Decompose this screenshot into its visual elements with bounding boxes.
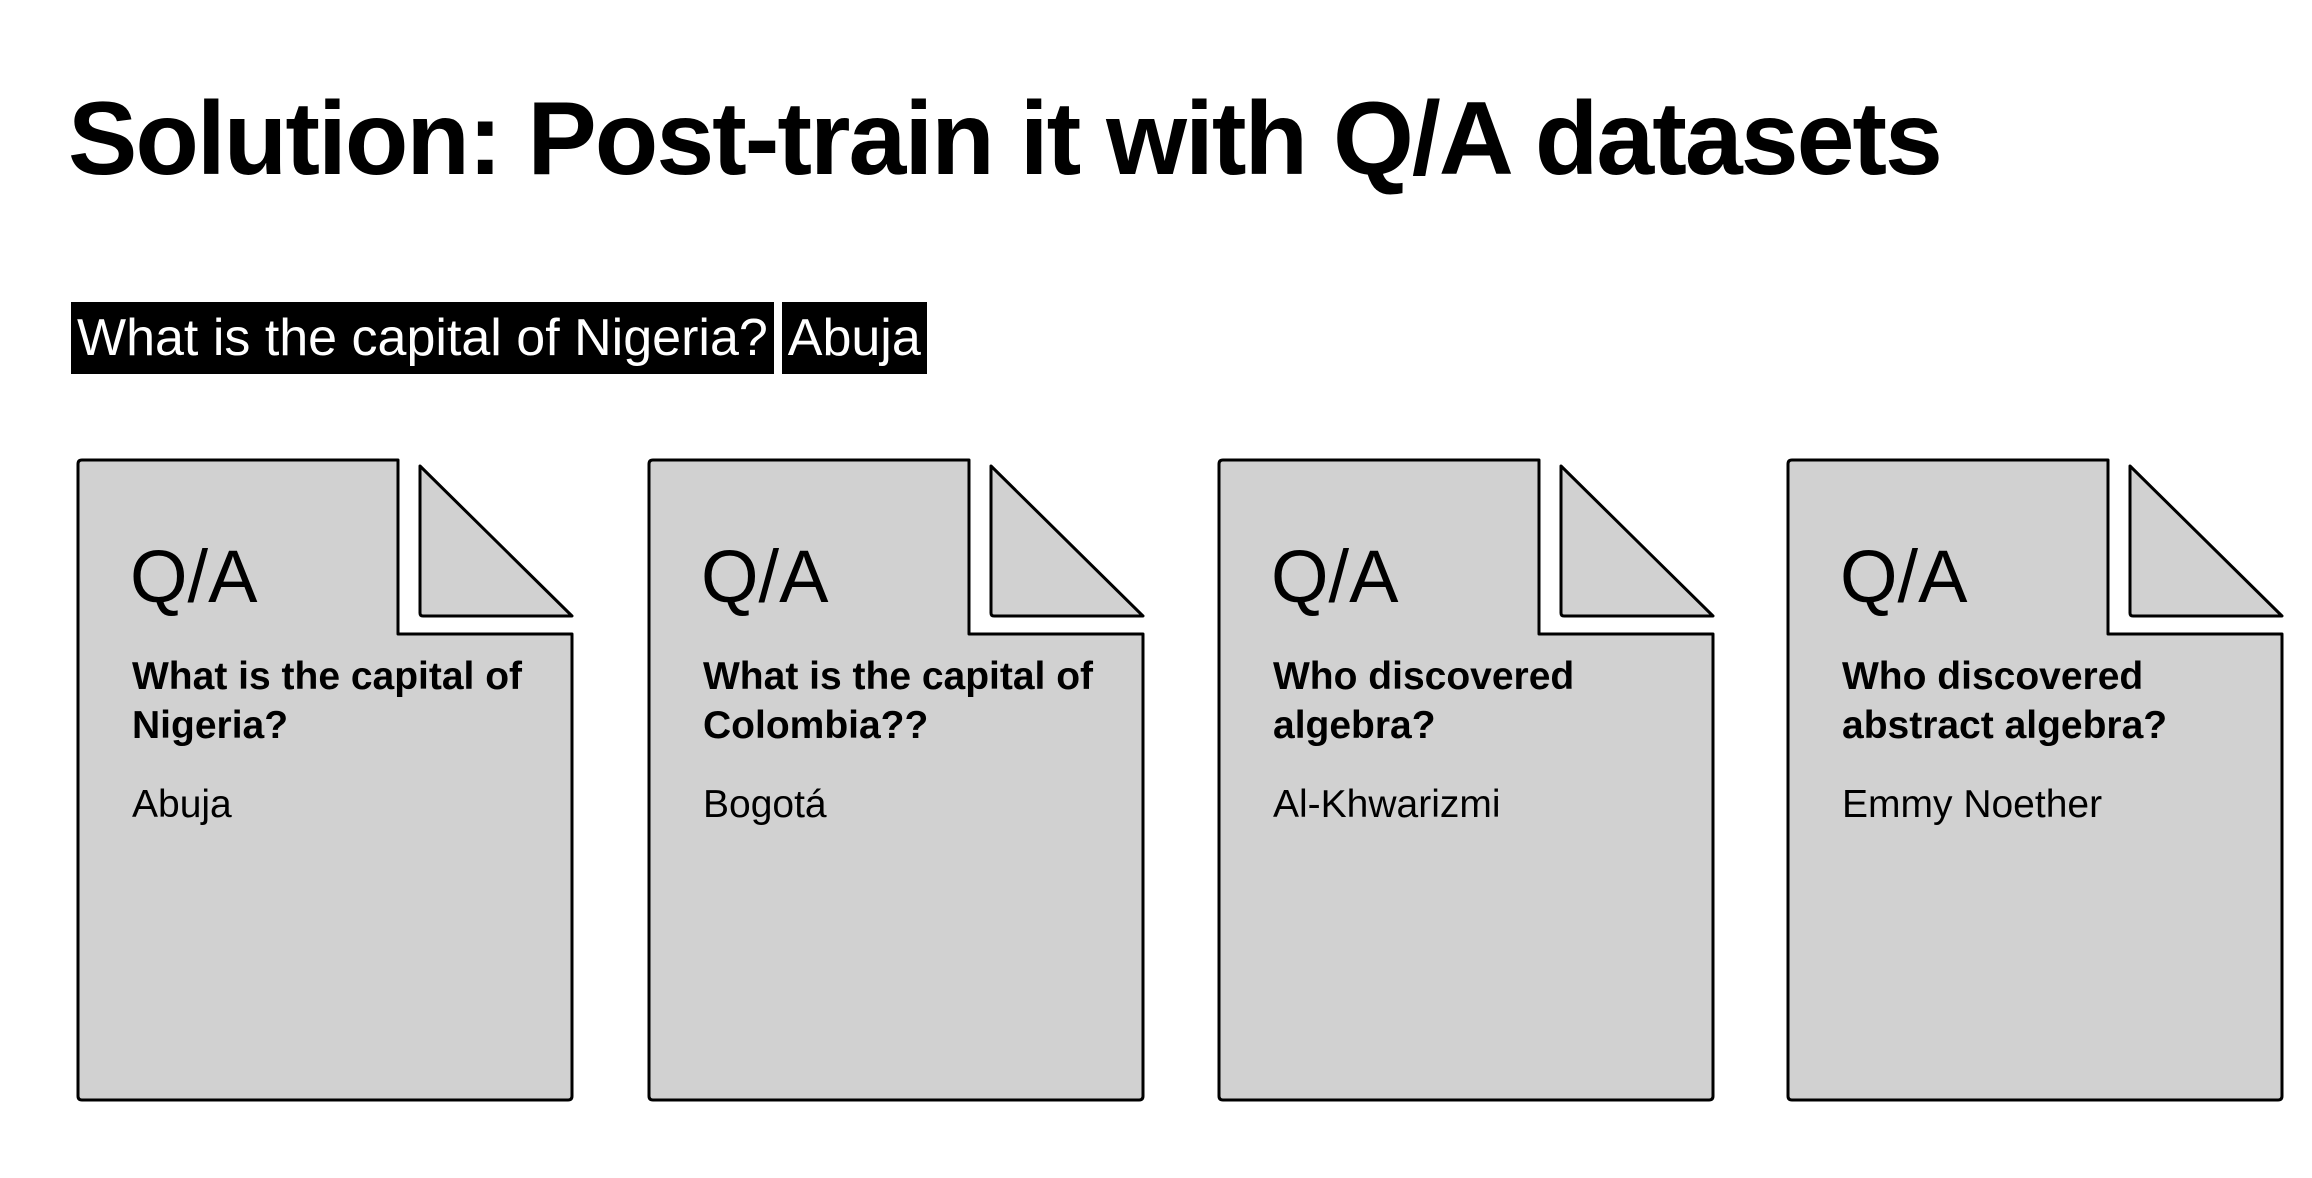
qa-document-1: Q/A What is the capital of Nigeria? Abuj…: [76, 458, 580, 1104]
example-answer: Abuja: [781, 302, 927, 374]
document-type-label: Q/A: [1840, 535, 1968, 618]
document-answer: Emmy Noether: [1842, 783, 2103, 826]
document-icon: [1786, 458, 2284, 1102]
document-question: What is the capital of Nigeria?: [132, 655, 523, 747]
document-type-label: Q/A: [130, 535, 258, 618]
document-type-label: Q/A: [1271, 535, 1399, 618]
document-icon: [76, 458, 574, 1102]
document-answer: Al-Khwarizmi: [1273, 783, 1501, 826]
document-icon: [647, 458, 1145, 1102]
example-question: What is the capital of Nigeria?: [71, 302, 774, 374]
document-answer: Bogotá: [703, 783, 827, 826]
slide-title: Solution: Post-train it with Q/A dataset…: [68, 81, 1943, 197]
document-answer: Abuja: [132, 783, 232, 826]
example-qa-pair: What is the capital of Nigeria? Abuja: [71, 302, 927, 374]
qa-document-3: Q/A Who discovered algebra? Al-Khwarizmi: [1217, 458, 1721, 1104]
qa-document-4: Q/A Who discovered abstract algebra? Emm…: [1786, 458, 2290, 1104]
document-question: Who discovered abstract algebra?: [1842, 655, 2168, 747]
document-type-label: Q/A: [701, 535, 829, 618]
document-icon: [1217, 458, 1715, 1102]
qa-document-2: Q/A What is the capital of Colombia?? Bo…: [647, 458, 1151, 1104]
document-question: Who discovered algebra?: [1273, 655, 1575, 747]
document-question: What is the capital of Colombia??: [703, 655, 1094, 747]
